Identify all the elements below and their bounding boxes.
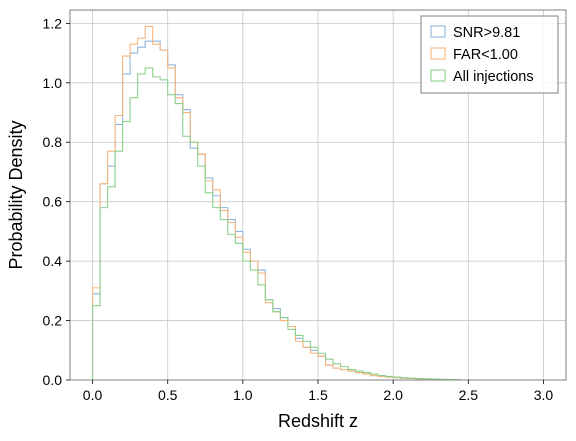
y-tick-label: 0.0 <box>43 372 63 388</box>
x-tick-label: 2.0 <box>383 387 403 403</box>
legend-label: SNR>9.81 <box>453 25 520 41</box>
series-layer <box>92 25 469 381</box>
x-axis-label: Redshift z <box>278 411 358 431</box>
x-tick-label: 0.5 <box>158 387 178 403</box>
legend-box <box>420 15 559 94</box>
y-tick-label: 1.2 <box>43 15 63 31</box>
y-axis-ticks: 0.0 0.2 0.4 0.6 0.8 1.0 1.2 <box>43 15 70 388</box>
y-tick-label: 0.4 <box>43 253 63 269</box>
x-tick-label: 3.0 <box>534 387 554 403</box>
legend-label: FAR<1.00 <box>453 47 518 63</box>
x-tick-label: 1.0 <box>233 387 253 403</box>
y-axis-label: Probability Density <box>6 120 26 269</box>
x-tick-label: 0.0 <box>83 387 103 403</box>
x-tick-label: 2.5 <box>459 387 479 403</box>
legend: SNR>9.81 FAR<1.00 All injections <box>420 15 559 94</box>
y-tick-label: 0.8 <box>43 134 63 150</box>
y-tick-label: 0.2 <box>43 313 63 329</box>
legend-swatch <box>430 69 446 82</box>
y-tick-label: 1.0 <box>43 75 63 91</box>
x-axis-ticks: 0.0 0.5 1.0 1.5 2.0 2.5 3.0 <box>83 380 554 403</box>
legend-swatch <box>430 25 446 38</box>
series-3-histogram <box>92 67 469 381</box>
legend-swatch <box>430 47 446 60</box>
x-tick-label: 1.5 <box>308 387 328 403</box>
y-tick-label: 0.6 <box>43 194 63 210</box>
legend-label: All injections <box>453 69 534 85</box>
